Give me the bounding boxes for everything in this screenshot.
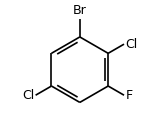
Text: Br: Br xyxy=(73,4,87,17)
Text: Cl: Cl xyxy=(125,38,138,51)
Text: F: F xyxy=(125,89,133,102)
Text: Cl: Cl xyxy=(22,89,34,102)
